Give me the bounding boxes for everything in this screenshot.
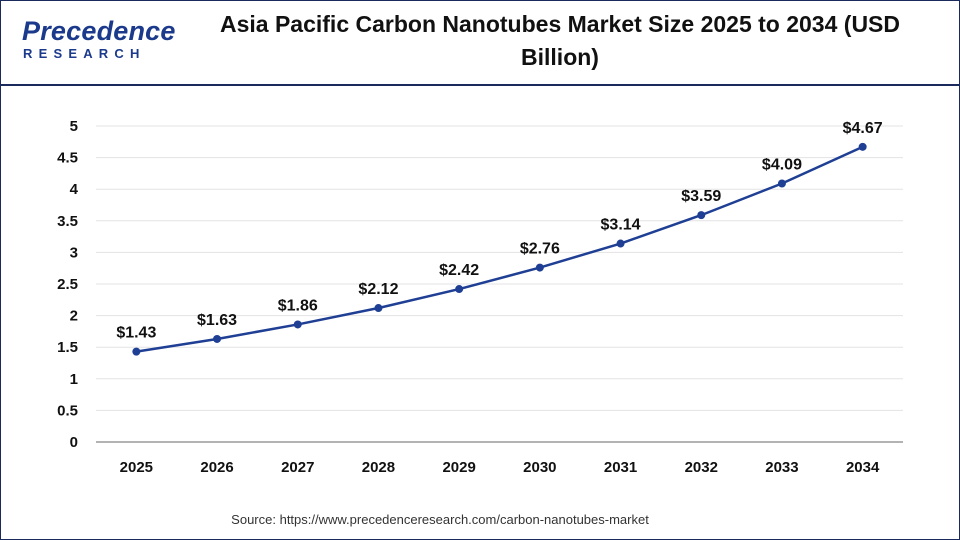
- y-tick-label: 3: [70, 244, 78, 261]
- y-tick-label: 4: [70, 181, 79, 198]
- brand-logo: Precedence RESEARCH: [18, 16, 175, 66]
- data-point: [697, 211, 706, 220]
- data-label: $4.09: [762, 157, 802, 174]
- data-point: [293, 320, 302, 329]
- logo-wordmark: Precedence: [22, 16, 176, 46]
- y-tick-label: 3.5: [57, 213, 78, 230]
- chart-title: Asia Pacific Carbon Nanotubes Market Siz…: [219, 11, 901, 70]
- x-tick-label: 2026: [200, 459, 233, 476]
- data-label: $2.76: [520, 241, 560, 258]
- data-label: $1.63: [197, 312, 237, 329]
- x-tick-label: 2032: [685, 459, 718, 476]
- data-point: [616, 239, 625, 248]
- y-tick-label: 2: [70, 308, 78, 325]
- series-line: [136, 145, 864, 353]
- data-label: $4.67: [843, 120, 883, 137]
- x-tick-label: 2031: [604, 459, 637, 476]
- x-tick-label: 2027: [281, 459, 314, 476]
- x-tick-label: 2033: [765, 459, 798, 476]
- header: Precedence RESEARCH Asia Pacific Carbon …: [0, 0, 960, 86]
- data-label: $2.12: [358, 281, 398, 298]
- y-tick-label: 0: [70, 434, 78, 451]
- source-note: Source: https://www.precedenceresearch.c…: [231, 512, 649, 527]
- x-tick-label: 2034: [846, 459, 880, 476]
- data-point: [777, 179, 786, 188]
- data-point: [858, 142, 867, 151]
- y-tick-label: 0.5: [57, 402, 78, 419]
- data-point: [535, 263, 544, 272]
- data-label: $2.42: [439, 262, 479, 279]
- y-tick-label: 1.5: [57, 339, 78, 356]
- y-tick-label: 1: [70, 371, 78, 388]
- x-tick-label: 2030: [523, 459, 556, 476]
- y-tick-label: 5: [70, 118, 78, 135]
- x-tick-label: 2028: [362, 459, 395, 476]
- data-label: $3.59: [681, 188, 721, 205]
- data-label: $3.14: [601, 217, 641, 234]
- x-tick-label: 2029: [442, 459, 475, 476]
- data-point: [132, 347, 141, 356]
- data-point: [374, 304, 383, 313]
- logo-subtitle: RESEARCH: [23, 46, 146, 61]
- x-tick-label: 2025: [120, 459, 153, 476]
- data-point: [455, 285, 464, 294]
- y-tick-label: 4.5: [57, 150, 78, 167]
- data-label: $1.43: [116, 325, 156, 342]
- y-tick-label: 2.5: [57, 276, 78, 293]
- data-label: $1.86: [278, 297, 318, 314]
- data-point: [213, 334, 222, 343]
